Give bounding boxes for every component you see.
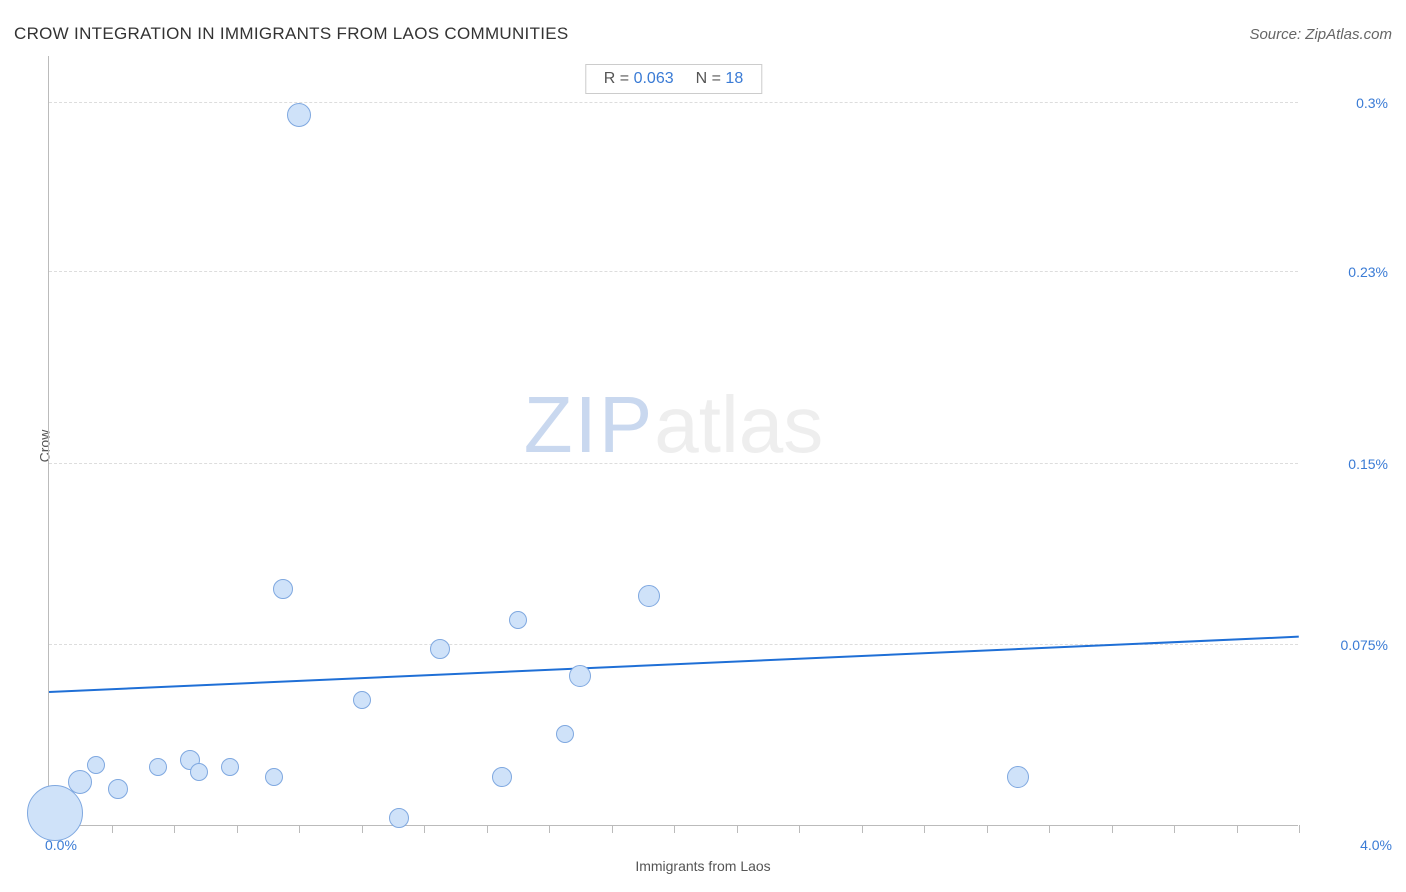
data-point bbox=[87, 756, 105, 774]
x-tick bbox=[1237, 825, 1238, 833]
x-tick bbox=[924, 825, 925, 833]
data-point bbox=[389, 808, 409, 828]
gridline bbox=[49, 271, 1298, 272]
data-point bbox=[638, 585, 660, 607]
chart-header: CROW INTEGRATION IN IMMIGRANTS FROM LAOS… bbox=[14, 24, 1392, 44]
data-point bbox=[27, 785, 83, 841]
y-tick-label: 0.15% bbox=[1308, 456, 1388, 472]
stat-n: N = 18 bbox=[696, 70, 744, 88]
x-axis-label: Immigrants from Laos bbox=[635, 858, 770, 874]
x-tick bbox=[299, 825, 300, 833]
x-tick bbox=[737, 825, 738, 833]
data-point bbox=[492, 767, 512, 787]
x-tick bbox=[487, 825, 488, 833]
x-tick bbox=[674, 825, 675, 833]
x-tick bbox=[1299, 825, 1300, 833]
x-tick bbox=[174, 825, 175, 833]
x-tick bbox=[1112, 825, 1113, 833]
x-tick bbox=[987, 825, 988, 833]
watermark-atlas: atlas bbox=[654, 380, 823, 469]
y-tick-label: 0.23% bbox=[1308, 264, 1388, 280]
x-tick bbox=[549, 825, 550, 833]
x-tick bbox=[237, 825, 238, 833]
data-point bbox=[265, 768, 283, 786]
x-tick bbox=[424, 825, 425, 833]
watermark-zip: ZIP bbox=[524, 380, 654, 469]
stats-box: R = 0.063 N = 18 bbox=[585, 64, 762, 94]
data-point bbox=[68, 770, 92, 794]
x-tick bbox=[1049, 825, 1050, 833]
data-point bbox=[509, 611, 527, 629]
y-tick-label: 0.075% bbox=[1308, 637, 1388, 653]
x-tick bbox=[1174, 825, 1175, 833]
x-tick bbox=[112, 825, 113, 833]
data-point bbox=[287, 103, 311, 127]
data-point bbox=[1007, 766, 1029, 788]
data-point bbox=[221, 758, 239, 776]
data-point bbox=[273, 579, 293, 599]
data-point bbox=[430, 639, 450, 659]
gridline bbox=[49, 102, 1298, 103]
gridline bbox=[49, 463, 1298, 464]
data-point bbox=[353, 691, 371, 709]
data-point bbox=[190, 763, 208, 781]
x-tick bbox=[612, 825, 613, 833]
plot-area: ZIPatlas R = 0.063 N = 18 0.0% 4.0% 0.07… bbox=[48, 56, 1298, 826]
x-tick bbox=[799, 825, 800, 833]
y-tick-label: 0.3% bbox=[1308, 95, 1388, 111]
data-point bbox=[569, 665, 591, 687]
x-tick bbox=[362, 825, 363, 833]
x-tick bbox=[862, 825, 863, 833]
data-point bbox=[149, 758, 167, 776]
stat-r: R = 0.063 bbox=[604, 70, 674, 88]
watermark: ZIPatlas bbox=[524, 379, 823, 471]
x-max-label: 4.0% bbox=[1312, 837, 1392, 853]
chart-title: CROW INTEGRATION IN IMMIGRANTS FROM LAOS… bbox=[14, 24, 569, 44]
data-point bbox=[108, 779, 128, 799]
chart-source: Source: ZipAtlas.com bbox=[1249, 26, 1392, 43]
data-point bbox=[556, 725, 574, 743]
